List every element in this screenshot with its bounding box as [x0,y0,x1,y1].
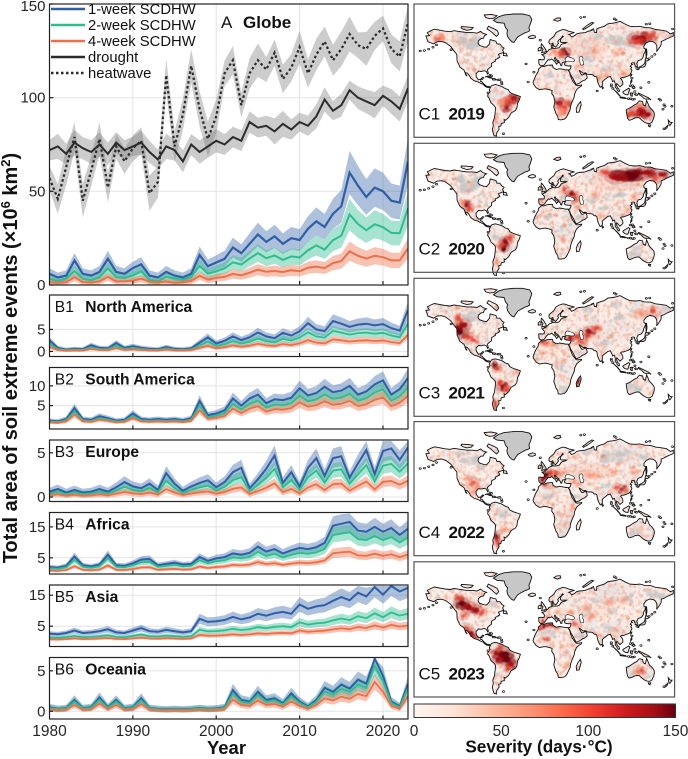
svg-text:5: 5 [37,321,45,338]
svg-text:Globe: Globe [243,13,291,32]
svg-text:100: 100 [575,723,601,740]
svg-text:C3: C3 [419,384,441,403]
svg-text:2023: 2023 [449,664,485,683]
svg-text:B1: B1 [55,299,74,316]
svg-text:2022: 2022 [449,523,485,542]
svg-text:5: 5 [37,398,45,415]
svg-text:0: 0 [37,703,45,720]
svg-text:2021: 2021 [449,384,485,403]
svg-text:Oceania: Oceania [85,662,146,679]
svg-text:C5: C5 [419,664,441,683]
svg-text:5: 5 [37,618,45,635]
svg-text:B4: B4 [55,517,74,534]
svg-text:heatwave: heatwave [88,66,151,82]
svg-text:5: 5 [37,550,45,567]
svg-text:0: 0 [37,489,45,506]
svg-text:2000: 2000 [199,723,234,740]
svg-text:2-week SCDHW: 2-week SCDHW [88,18,196,34]
svg-text:A: A [221,13,233,32]
svg-text:100: 100 [20,90,45,107]
svg-text:1-week SCDHW: 1-week SCDHW [88,2,196,18]
svg-text:Europe: Europe [85,444,139,461]
svg-text:South America: South America [85,372,195,389]
svg-text:5: 5 [37,445,45,462]
svg-text:Africa: Africa [85,517,130,534]
svg-text:Severity (days·°C): Severity (days·°C) [465,737,612,757]
svg-text:2010: 2010 [282,723,317,740]
svg-text:C2: C2 [419,240,441,259]
svg-text:10: 10 [29,378,46,395]
svg-text:North America: North America [85,299,192,316]
svg-text:2020: 2020 [366,723,401,740]
svg-text:4-week SCDHW: 4-week SCDHW [88,34,196,50]
svg-text:Total area of soil extreme eve: Total area of soil extreme events (×106 … [0,153,22,563]
svg-text:50: 50 [29,183,46,200]
svg-text:50: 50 [493,723,511,740]
svg-text:5: 5 [37,663,45,680]
svg-text:0: 0 [410,723,419,740]
svg-text:B6: B6 [55,662,74,679]
svg-text:B2: B2 [55,372,74,389]
svg-text:150: 150 [20,0,45,15]
svg-text:150: 150 [663,723,688,740]
svg-text:B3: B3 [55,444,74,461]
svg-text:0: 0 [37,343,45,360]
svg-text:1980: 1980 [32,723,67,740]
svg-text:Year: Year [207,737,246,758]
svg-text:2020: 2020 [449,240,485,259]
svg-text:1990: 1990 [116,723,151,740]
svg-text:C4: C4 [419,523,441,542]
svg-text:B5: B5 [55,589,74,606]
svg-text:drought: drought [88,50,138,66]
svg-text:15: 15 [29,587,46,604]
svg-text:2019: 2019 [449,105,485,124]
svg-text:15: 15 [29,519,46,536]
svg-text:Asia: Asia [85,589,118,606]
svg-text:0: 0 [37,277,45,294]
svg-text:C1: C1 [419,105,441,124]
